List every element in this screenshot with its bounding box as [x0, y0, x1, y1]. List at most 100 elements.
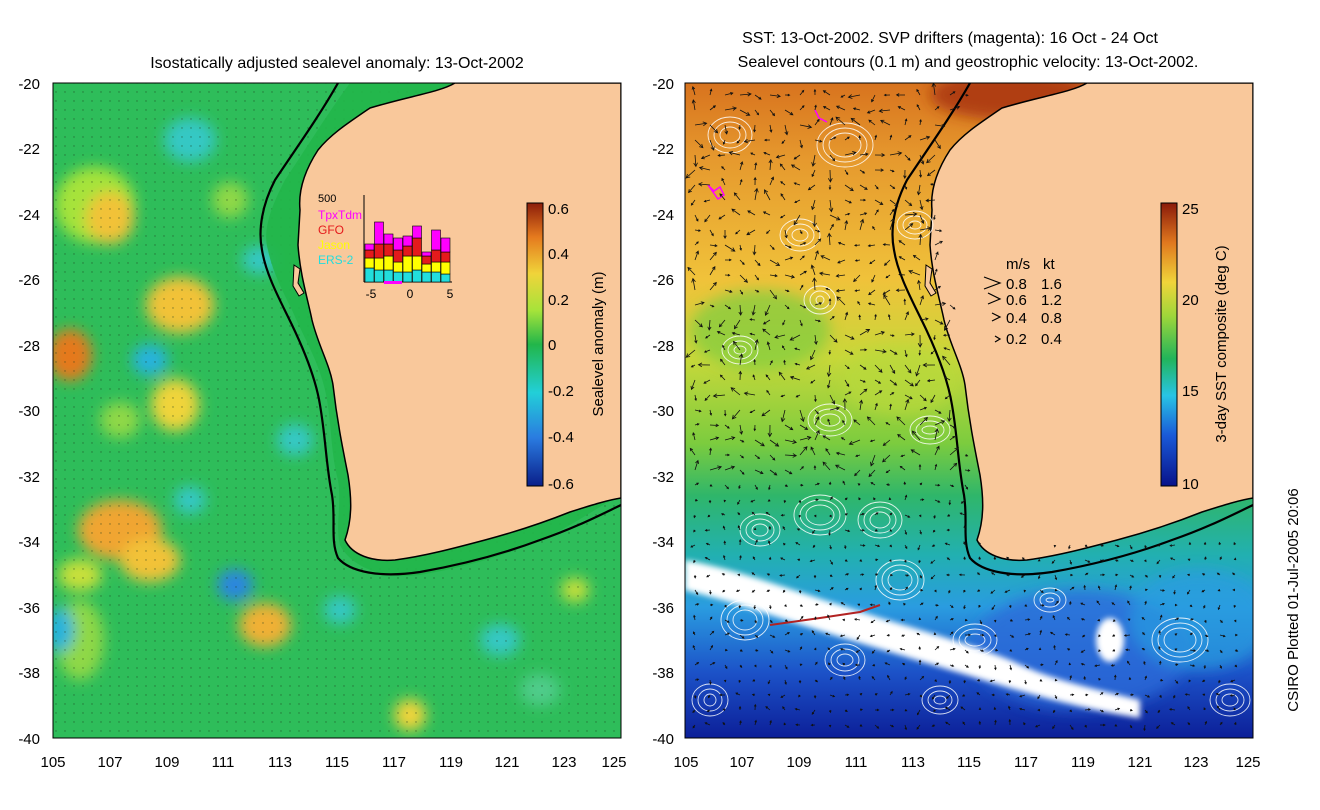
velocity-arrow [1187, 706, 1191, 711]
velocity-arrow [722, 525, 726, 531]
velocity-arrow [844, 364, 850, 370]
velocity-arrow [904, 692, 911, 696]
sla-contour-line [779, 218, 821, 252]
velocity-arrow [1219, 649, 1223, 654]
velocity-arrow [916, 632, 921, 636]
velocity-arrow [844, 349, 854, 355]
velocity-legend-ms: 0.6 [1006, 292, 1027, 309]
velocity-arrow [869, 603, 876, 607]
velocity-arrow [858, 497, 861, 501]
velocity-arrow [948, 679, 952, 685]
velocity-arrow [1114, 544, 1120, 548]
velocity-arrow [989, 679, 996, 683]
inset-bar-segment [402, 255, 413, 273]
velocity-arrow [1096, 600, 1101, 606]
velocity-arrow [724, 273, 731, 277]
velocity-arrow [829, 117, 834, 126]
velocity-arrow [1019, 707, 1026, 711]
velocity-arrow [767, 499, 771, 502]
sla-contour-line [828, 132, 862, 158]
velocity-arrow [798, 589, 802, 594]
velocity-arrow [1039, 663, 1044, 667]
velocity-arrow [706, 574, 711, 578]
velocity-arrow [780, 181, 786, 186]
velocity-arrow [738, 705, 742, 711]
velocity-arrow [904, 494, 908, 501]
velocity-arrow [859, 169, 866, 174]
velocity-arrow [829, 406, 840, 411]
sla-tick: 0.2 [548, 292, 569, 309]
velocity-arrow [1169, 544, 1176, 547]
velocity-arrow [799, 646, 803, 651]
velocity-arrow [991, 693, 996, 697]
velocity-arrow [1203, 664, 1207, 670]
velocity-arrow [754, 339, 759, 351]
velocity-arrow [694, 301, 705, 306]
velocity-arrow [844, 587, 849, 591]
velocity-arrow [874, 313, 877, 321]
velocity-arrow [874, 402, 878, 411]
velocity-legend-ms-header: m/s [1006, 256, 1030, 273]
velocity-arrow [753, 124, 757, 133]
velocity-arrow [925, 198, 936, 203]
velocity-arrow [946, 528, 951, 532]
velocity-arrow [739, 109, 751, 116]
sla-contour-line [902, 215, 928, 235]
sla-contour-line [1157, 622, 1203, 658]
velocity-arrow [882, 289, 891, 295]
velocity-arrow [859, 399, 864, 411]
velocity-arrow [883, 294, 891, 306]
velocity-arrow [844, 212, 851, 216]
velocity-arrow [1099, 709, 1104, 713]
velocity-arrow [844, 513, 848, 516]
velocity-arrow [931, 694, 936, 700]
velocity-arrow [874, 134, 878, 141]
velocity-arrow [912, 254, 921, 261]
y-tick-label: -36 [652, 600, 674, 617]
velocity-arrow [844, 709, 848, 713]
velocity-arrow [709, 662, 716, 666]
velocity-arrow [690, 379, 696, 391]
y-tick-label: -26 [18, 272, 40, 289]
velocity-arrow [691, 99, 696, 111]
velocity-arrow [694, 498, 698, 502]
velocity-arrow [754, 539, 758, 546]
velocity-arrow [724, 436, 736, 441]
velocity-arrow [722, 554, 726, 561]
velocity-arrow [1144, 694, 1151, 698]
velocity-arrow [829, 574, 833, 577]
sla-contour-line [927, 690, 953, 710]
velocity-arrow [1114, 559, 1119, 562]
inset-bar-segment [374, 269, 384, 283]
inset-bar-segment [421, 271, 432, 283]
velocity-arrow [703, 199, 711, 203]
velocity-arrow [716, 331, 726, 336]
velocity-arrow [814, 498, 819, 502]
sla-contour-line [822, 127, 868, 163]
velocity-arrow [993, 706, 997, 711]
velocity-arrow [799, 604, 804, 607]
velocity-arrow [784, 649, 791, 653]
sla-contour-line [745, 518, 775, 542]
velocity-arrow [784, 304, 790, 310]
velocity-arrow [1039, 615, 1043, 621]
right-isobath [891, 83, 1253, 576]
velocity-arrow [853, 419, 861, 426]
velocity-arrow [769, 664, 772, 669]
velocity-arrow [709, 465, 723, 471]
velocity-arrow [739, 664, 743, 669]
velocity-arrow [889, 529, 893, 532]
velocity-arrow [749, 332, 756, 336]
velocity-arrow [919, 199, 924, 211]
velocity-arrow [904, 118, 908, 126]
velocity-arrow [721, 166, 726, 171]
velocity-arrow [844, 573, 850, 576]
velocity-arrow [1099, 723, 1106, 727]
velocity-arrow [750, 152, 756, 156]
velocity-arrow [1201, 573, 1206, 576]
velocity-arrow [978, 541, 981, 546]
velocity-arrow [1127, 618, 1131, 621]
satellite-inset: 500 TpxTdm GFO Jason ERS-2 -5 0 5 [318, 193, 454, 301]
velocity-arrow [852, 107, 861, 111]
velocity-arrow [1203, 541, 1207, 546]
